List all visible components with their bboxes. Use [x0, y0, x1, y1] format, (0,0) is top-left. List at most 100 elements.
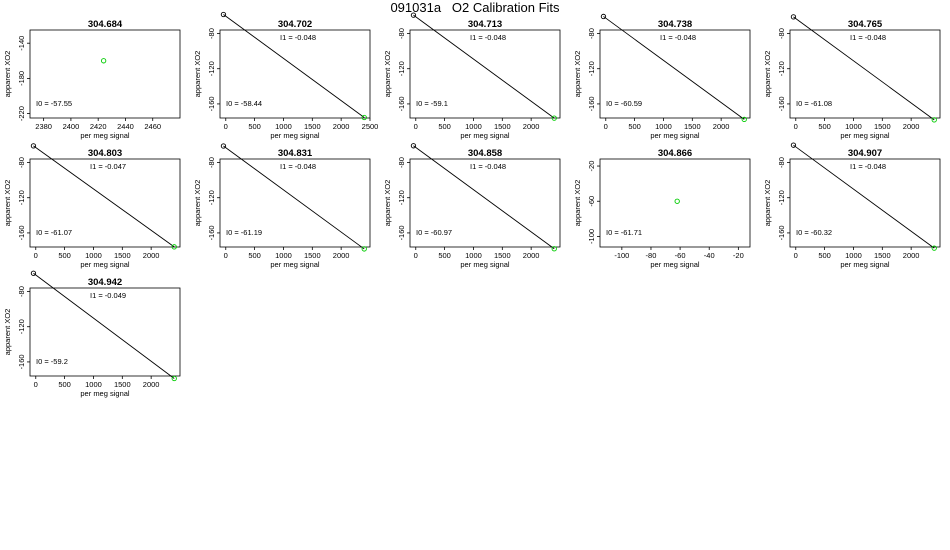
- x-tick-label: 500: [818, 122, 831, 131]
- x-tick-label: 500: [248, 122, 261, 131]
- x-axis-label: per meg signal: [80, 389, 130, 398]
- plot-frame: [29, 287, 181, 377]
- x-tick-label: 1500: [874, 251, 891, 260]
- x-tick-label: 1500: [304, 251, 321, 260]
- i0-annotation: I0 = -57.55: [36, 99, 72, 108]
- y-tick-label: -80: [587, 28, 596, 39]
- y-axis-label: apparent XO2: [573, 51, 582, 98]
- i1-annotation: I1 = -0.048: [470, 33, 506, 42]
- x-axis-label: per meg signal: [650, 131, 700, 140]
- data-point: [220, 143, 227, 149]
- data-point: [30, 143, 37, 149]
- fit-line: [223, 14, 365, 118]
- x-tick-label: -40: [704, 251, 715, 260]
- calibration-panel: 304.702 0 500 1000 1500 2000 2500 -80 -120 -160 pe…: [193, 11, 379, 140]
- data-point: [551, 115, 557, 121]
- i0-annotation: I0 = -61.71: [606, 228, 642, 237]
- calibration-panel: 304.684 2380 2400 2420 2440 2460 -140 -180 -220 p…: [3, 19, 181, 140]
- i0-annotation: I0 = -59.1: [416, 99, 448, 108]
- data-point: [551, 246, 557, 252]
- x-tick-label: -80: [646, 251, 657, 260]
- data-point: [100, 58, 107, 64]
- panel-title: 304.738: [658, 19, 692, 30]
- y-tick-label: -160: [587, 96, 596, 111]
- data-point: [741, 116, 747, 123]
- data-point: [30, 270, 37, 276]
- data-point: [790, 142, 797, 148]
- data-point: [410, 143, 417, 149]
- x-tick-label: 1000: [465, 122, 482, 131]
- fit-line: [223, 145, 365, 250]
- data-point: [931, 245, 937, 251]
- x-tick-label: 0: [414, 251, 418, 260]
- x-tick-label: 500: [628, 122, 641, 131]
- calibration-panel: 304.713 0 500 1000 1500 2000 -80 -120 -160 per me…: [383, 12, 561, 140]
- panel-title: 304.803: [88, 148, 122, 159]
- i0-annotation: I0 = -58.44: [226, 99, 262, 108]
- y-tick-label: -160: [207, 96, 216, 111]
- x-tick-label: 500: [58, 380, 71, 389]
- x-tick-label: 1000: [845, 251, 862, 260]
- i1-annotation: I1 = -0.049: [90, 291, 126, 300]
- i0-annotation: I0 = -60.97: [416, 228, 452, 237]
- x-tick-label: 1000: [275, 251, 292, 260]
- y-axis-label: apparent XO2: [763, 51, 772, 98]
- x-tick-label: 2000: [333, 251, 350, 260]
- x-tick-label: 1500: [114, 380, 131, 389]
- y-tick-label: -80: [17, 157, 26, 168]
- i1-annotation: I1 = -0.048: [470, 162, 506, 171]
- y-tick-label: -160: [17, 225, 26, 240]
- x-tick-label: 2380: [35, 122, 52, 131]
- x-tick-label: 2000: [143, 380, 160, 389]
- plot-frame: [599, 29, 751, 119]
- i1-annotation: I1 = -0.048: [660, 33, 696, 42]
- panel-title: 304.866: [658, 148, 692, 159]
- x-tick-label: 2000: [903, 122, 920, 131]
- plot-frame: [789, 158, 941, 248]
- y-tick-label: -120: [777, 61, 786, 76]
- data-point: [171, 244, 177, 250]
- x-tick-label: 500: [438, 251, 451, 260]
- plot-frame: [29, 158, 181, 248]
- data-point: [410, 12, 417, 18]
- x-axis-label: per meg signal: [650, 260, 700, 269]
- plot-frame: [409, 158, 561, 248]
- plot-frame: [219, 29, 371, 119]
- panel-title: 304.713: [468, 19, 502, 30]
- x-tick-label: 500: [58, 251, 71, 260]
- y-tick-label: -220: [17, 106, 26, 121]
- panel-grid: 304.684 2380 2400 2420 2440 2460 -140 -180 -220 p…: [3, 11, 941, 398]
- data-point: [171, 375, 177, 382]
- x-tick-label: -60: [675, 251, 686, 260]
- x-tick-label: 2000: [523, 122, 540, 131]
- y-tick-label: -80: [207, 28, 216, 39]
- x-tick-label: 0: [224, 122, 228, 131]
- x-tick-label: 2500: [362, 122, 379, 131]
- x-axis-label: per meg signal: [460, 131, 510, 140]
- i0-annotation: I0 = -61.08: [796, 99, 832, 108]
- y-tick-label: -160: [397, 225, 406, 240]
- panel-title: 304.702: [278, 19, 312, 30]
- figure-title: 091031a O2 Calibration Fits: [390, 0, 560, 15]
- i0-annotation: I0 = -60.59: [606, 99, 642, 108]
- x-tick-label: 1500: [874, 122, 891, 131]
- x-tick-label: 2420: [90, 122, 107, 131]
- calibration-panel: 304.803 0 500 1000 1500 2000 -80 -120 -160 per me…: [3, 143, 181, 269]
- panel-title: 304.907: [848, 148, 882, 159]
- x-tick-label: 0: [224, 251, 228, 260]
- y-tick-label: -160: [777, 225, 786, 240]
- y-tick-label: -120: [17, 190, 26, 205]
- y-tick-label: -80: [207, 157, 216, 168]
- i1-annotation: I1 = -0.047: [90, 162, 126, 171]
- fit-line: [33, 145, 175, 248]
- plot-frame: [409, 29, 561, 119]
- fit-line: [413, 14, 555, 119]
- panel-title: 304.942: [88, 277, 122, 288]
- y-tick-label: -120: [587, 61, 596, 76]
- y-tick-label: -160: [17, 354, 26, 369]
- x-tick-label: 2440: [117, 122, 134, 131]
- x-tick-label: 2000: [903, 251, 920, 260]
- y-axis-label: apparent XO2: [3, 180, 12, 227]
- plot-frame: [29, 29, 181, 119]
